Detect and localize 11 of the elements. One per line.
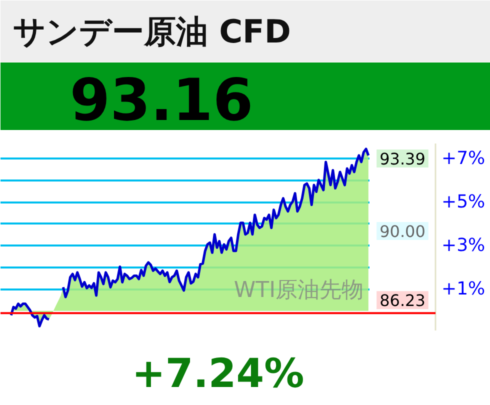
y-tick-label: +7% bbox=[442, 148, 486, 170]
y-tick-label: +1% bbox=[442, 278, 486, 300]
chart-title: サンデー原油 CFD bbox=[12, 12, 291, 50]
y-tick-label: +5% bbox=[442, 192, 486, 213]
annotation: WTI原油先物 bbox=[234, 278, 364, 303]
chart-subtitle: 93.16 bbox=[70, 66, 254, 134]
y-tick-label: +3% bbox=[442, 235, 486, 256]
text: 90.00 bbox=[380, 222, 426, 241]
text: +7.24% bbox=[132, 351, 304, 397]
text: 93.39 bbox=[380, 150, 426, 168]
annotation: 86.23 bbox=[380, 291, 426, 310]
